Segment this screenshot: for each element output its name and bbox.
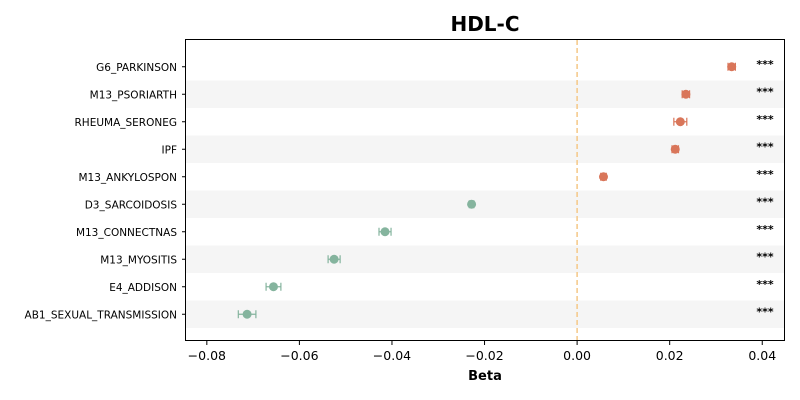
x-axis: −0.08 −0.06 −0.04 −0.02 0.00 0.02 0.04 [188, 340, 776, 363]
y-tick-label: IPF [162, 144, 177, 156]
significance-label: *** [756, 195, 774, 208]
significance-label: *** [756, 223, 774, 236]
y-tick-label: M13_MYOSITIS [100, 254, 177, 266]
x-tick-label: 0.04 [748, 348, 776, 363]
y-tick-label: M13_CONNECTNAS [76, 227, 177, 239]
data-point [242, 309, 252, 319]
significance-label: *** [756, 278, 774, 291]
y-tick-label: M13_ANKYLOSPON [79, 172, 178, 184]
row-band [186, 80, 784, 108]
data-points [237, 62, 737, 319]
x-tick-label: 0.00 [563, 348, 591, 363]
x-tick-label: −0.02 [465, 348, 503, 363]
y-tick-label: RHEUMA_SERONEG [75, 117, 178, 129]
significance-label: *** [756, 250, 774, 263]
significance-label: *** [756, 85, 774, 98]
data-point [380, 227, 390, 237]
data-point [268, 282, 278, 292]
data-point [670, 144, 680, 154]
row-band [186, 300, 784, 328]
data-point [681, 89, 691, 99]
significance-label: *** [756, 58, 774, 71]
y-tick-label: D3_SARCOIDOSIS [85, 199, 178, 211]
row-band [186, 190, 784, 218]
x-tick-label: −0.08 [188, 348, 226, 363]
chart-title: HDL-C [450, 12, 519, 36]
significance-label: *** [756, 113, 774, 126]
significance-labels: *** *** *** *** *** *** *** *** *** *** [756, 58, 774, 319]
data-point [727, 62, 737, 72]
y-axis: G6_PARKINSON M13_PSORIARTH RHEUMA_SERONEG I… [25, 62, 186, 321]
row-band [186, 135, 784, 163]
x-tick-label: −0.06 [280, 348, 318, 363]
row-band [186, 245, 784, 273]
significance-label: *** [756, 305, 774, 318]
y-tick-label: AB1_SEXUAL_TRANSMISSION [25, 309, 177, 321]
y-tick-label: M13_PSORIARTH [90, 89, 177, 101]
significance-label: *** [756, 168, 774, 181]
y-tick-label: E4_ADDISON [109, 282, 177, 294]
row-bands [186, 80, 784, 328]
data-point [675, 117, 685, 127]
x-tick-label: −0.04 [373, 348, 411, 363]
data-point [329, 254, 339, 264]
data-point [467, 199, 477, 209]
x-axis-label: Beta [468, 369, 502, 384]
y-tick-label: G6_PARKINSON [96, 62, 177, 74]
significance-label: *** [756, 140, 774, 153]
x-tick-label: 0.02 [656, 348, 684, 363]
data-point [598, 172, 608, 182]
